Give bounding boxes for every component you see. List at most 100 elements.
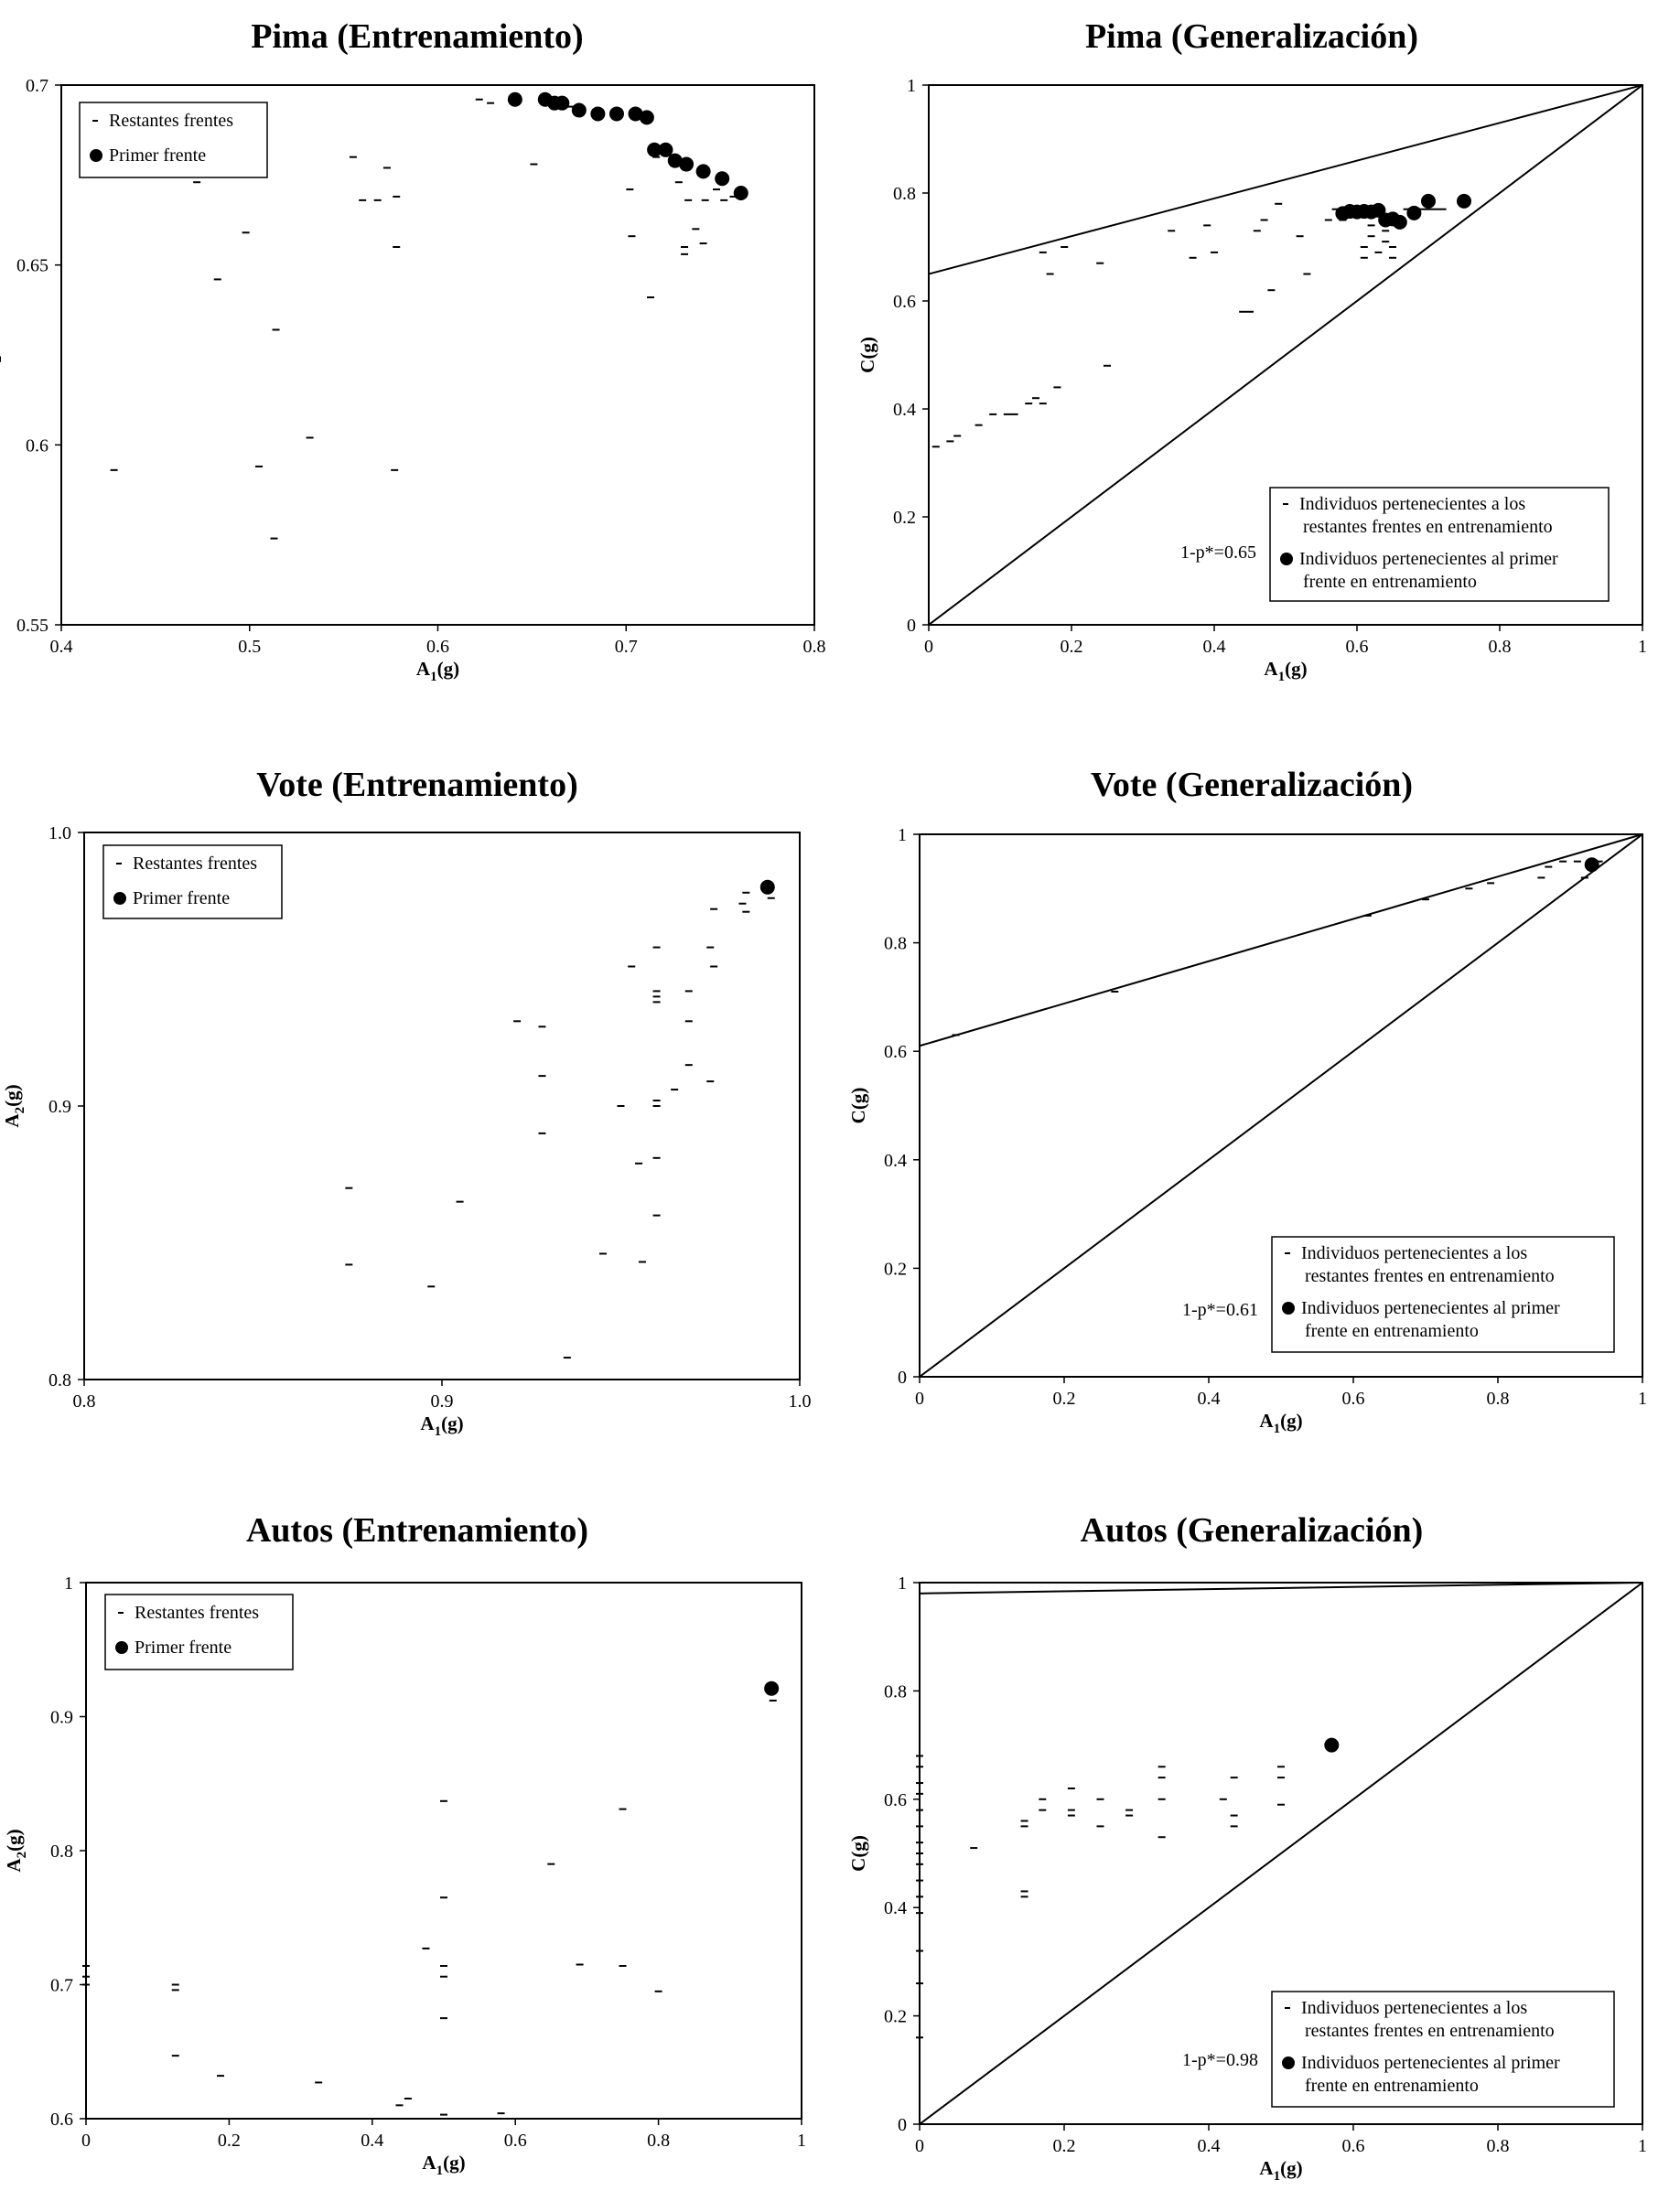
x-tick-label: 0.6 [426,637,449,657]
data-point-first-front [1324,1737,1340,1753]
legend-box [1271,1236,1615,1353]
y-tick-label: 0 [898,1368,907,1388]
legend-marker-dot [1280,553,1293,565]
data-point-first-front [764,1680,780,1696]
x-tick-label: 1 [1638,1389,1647,1409]
data-point-first-front [1421,193,1436,209]
diagonal-reference-line [928,84,1643,626]
x-tick-label: 0.6 [1342,1389,1365,1409]
legend-entry: Individuos pertenecientes al primer frent… [1301,2053,1560,2096]
legend-entry-line: Individuos pertenecientes al primer [1301,2053,1560,2073]
chart-title: Vote (Generalización) [1090,766,1414,804]
data-point-first-front [695,164,711,179]
x-axis-label-main: A [1259,1410,1274,1432]
data-point-first-front [679,156,695,172]
x-tick-label: 0.5 [238,637,261,657]
y-tick-label: 0.8 [884,1681,907,1702]
y-tick-label: 0.9 [48,1097,71,1117]
data-point-first-front [759,879,775,895]
y-tick-label: 0.9 [50,1708,73,1728]
legend-box [79,102,268,178]
x-axis-label-main: A [1259,2157,1274,2179]
diagonal-reference-line [919,833,1643,1378]
data-point-first-front [608,106,624,122]
y-tick-label: 0.6 [884,1790,907,1810]
y-tick-label: 0.4 [893,400,916,420]
y-axis-label-main: C(g) [847,1835,869,1872]
x-axis-label: A1(g) [422,2152,465,2178]
y-axis-label-main: A [1,1113,23,1128]
legend-marker-dot [113,892,126,905]
y-axis-label-tail: (g) [1,1084,23,1107]
legend-entry: Primer frente [133,888,230,908]
legend-entry: Individuos pertenecientes al primer frent… [1299,549,1558,592]
x-axis-label-main: A [416,658,431,680]
x-axis-label-subscript: 1 [1278,670,1286,684]
x-axis-label-subscript: 1 [1274,1422,1281,1436]
x-axis-label-main: A [1264,658,1278,680]
data-point-first-front [1406,205,1422,220]
data-point-first-front [571,102,587,118]
x-axis-label-tail: (g) [441,1412,464,1434]
chart-autos-gen: 0 0.2 0.4 0.6 0.8 100.20.40.60.81A1(g)C(g)1-p… [847,1573,1647,2184]
x-tick-label: 0.2 [1061,637,1083,657]
y-tick-label: 0.8 [48,1370,71,1391]
legend-entry-line: frente en entrenamiento [1303,572,1477,592]
y-axis-label-tail: (g) [3,1829,25,1852]
legend-entry: Individuos pertenecientes al primer frent… [1301,1298,1560,1341]
x-axis-label-tail: (g) [437,658,460,680]
y-tick-label: 0.2 [884,2007,907,2027]
y-tick-label: 0 [898,2115,907,2135]
x-tick-label: 0.4 [1198,1389,1221,1409]
legend-entry: Individuos pertenecientes a los restantes… [1301,1243,1555,1286]
y-tick-label: 1 [907,76,916,96]
chart-vote-train: 0.8 0.9 1.00.80.91.0A1(g)A2(g)Restantes fr… [1,823,812,1439]
chart-title: Autos (Entrenamiento) [245,1511,588,1550]
y-tick-label: 1 [898,825,907,845]
data-point-first-front [715,171,730,187]
x-tick-label: 0.8 [1487,1389,1510,1409]
x-axis-label-tail: (g) [1285,658,1308,680]
y-axis-label-main: C(g) [856,337,878,373]
y-tick-label: 0.65 [16,256,48,276]
data-point-first-front [1584,857,1599,873]
x-axis-label-tail: (g) [1280,2157,1303,2179]
x-axis-label: A1(g) [420,1412,463,1439]
x-tick-label: 0.8 [1489,637,1512,657]
legend-entry-line: Individuos pertenecientes a los [1301,1998,1527,2018]
legend-marker-dot [115,1641,128,1654]
legend-box [1269,487,1610,602]
y-tick-label: 0.6 [884,1042,907,1062]
legend-marker-dot [1282,2056,1295,2069]
y-tick-label: 0.7 [26,76,48,96]
data-point-first-front [733,186,748,200]
x-tick-label: 0.2 [218,2131,241,2151]
annotation-label: 1-p*=0.61 [1182,1300,1258,1320]
y-axis-label: C(g) [847,1835,869,1872]
data-point-first-front [1392,214,1407,230]
legend-entry: Individuos pertenecientes a los restantes… [1299,494,1553,537]
legend-marker-dot [1282,1302,1295,1315]
x-axis-label-subscript: 1 [436,2164,444,2178]
x-tick-label: 0.7 [615,637,638,657]
legend-entry-line: restantes frentes en entrenamiento [1305,1266,1555,1286]
chart-vote-gen: 0 0.2 0.4 0.6 0.8 100.20.40.60.81A1(g)C(g)1-p… [847,825,1647,1436]
annotation-label: 1-p*=0.65 [1180,542,1256,563]
threshold-reference-line [919,833,1643,1047]
x-tick-label: 0.6 [1346,637,1369,657]
x-tick-label: 0.4 [1203,637,1226,657]
x-axis-label-subscript: 1 [430,670,437,684]
legend-entry: Primer frente [135,1638,232,1658]
x-axis-label-subscript: 1 [435,1424,442,1439]
x-tick-label: 0.4 [1198,2136,1221,2156]
y-tick-label: 0.4 [884,1898,907,1918]
y-axis-label: C(g) [856,337,878,373]
chart-autos-train: 0 0.2 0.4 0.6 0.8 10.60.70.80.91A1(g)A2(g)Res… [3,1573,806,2178]
legend-entry: Primer frente [109,145,206,166]
y-tick-label: 0.6 [50,2110,73,2130]
x-axis-label-tail: (g) [1280,1410,1303,1432]
y-tick-label: 0.6 [26,435,48,456]
plot-area [919,833,1643,1378]
legend-entry-line: Individuos pertenecientes a los [1299,494,1525,514]
legend-entry-line: restantes frentes en entrenamiento [1305,2021,1555,2041]
